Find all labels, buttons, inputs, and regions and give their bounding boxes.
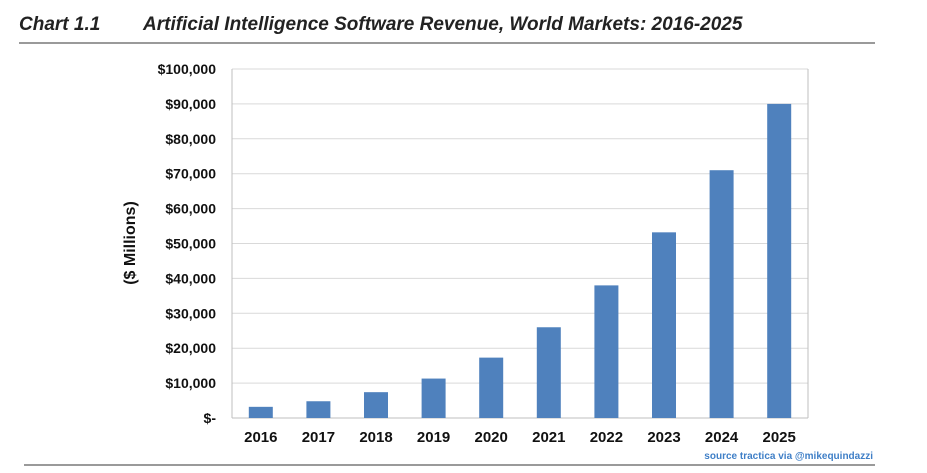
bar-2020	[479, 357, 504, 418]
bar-2025	[767, 103, 792, 419]
y-tick-label: $80,000	[165, 131, 216, 147]
x-tick-label: 2020	[475, 429, 508, 446]
x-tick-label: 2021	[532, 429, 565, 446]
bar-2017	[306, 401, 331, 418]
x-tick-label: 2024	[705, 429, 739, 446]
chart-header: Chart 1.1 Artificial Intelligence Softwa…	[0, 14, 927, 40]
bar-2016	[248, 406, 273, 418]
y-tick-label: $90,000	[165, 96, 216, 112]
bar-2021	[536, 327, 561, 418]
bar-2022	[594, 285, 619, 418]
chart-title: Artificial Intelligence Software Revenue…	[143, 14, 743, 35]
chart-number: Chart 1.1	[19, 14, 101, 35]
x-tick-label: 2022	[590, 429, 623, 446]
x-tick-label: 2017	[302, 429, 335, 446]
x-axis-ticks: 2016 2017 2018 2019 2020 2021 2022 2023 2024 2025	[244, 429, 796, 446]
bars	[248, 103, 792, 419]
y-tick-label: $50,000	[165, 236, 216, 252]
y-axis-label: ($ Millions)	[122, 201, 139, 285]
bar-2023	[652, 232, 676, 418]
x-tick-label: 2025	[763, 429, 796, 446]
x-tick-label: 2018	[359, 429, 392, 446]
y-tick-label: $60,000	[165, 201, 216, 217]
y-tick-label: $-	[204, 410, 217, 426]
top-divider	[19, 42, 875, 44]
y-tick-label: $40,000	[165, 270, 216, 286]
bar-2024	[709, 170, 734, 418]
x-tick-label: 2016	[244, 429, 277, 446]
y-tick-label: $30,000	[165, 305, 216, 321]
bar-2019	[421, 378, 446, 418]
bottom-divider	[24, 464, 875, 466]
y-tick-label: $100,000	[158, 61, 217, 77]
source-credit: source tractica via @mikequindazzi	[704, 451, 873, 462]
y-axis-ticks: $- $10,000 $20,000 $30,000 $40,000 $50,000 $60…	[158, 61, 217, 426]
bar-2018	[364, 392, 388, 418]
y-tick-label: $70,000	[165, 166, 216, 182]
y-tick-label: $20,000	[165, 340, 216, 356]
x-tick-label: 2019	[417, 429, 450, 446]
y-tick-label: $10,000	[165, 375, 216, 391]
x-tick-label: 2023	[647, 429, 680, 446]
